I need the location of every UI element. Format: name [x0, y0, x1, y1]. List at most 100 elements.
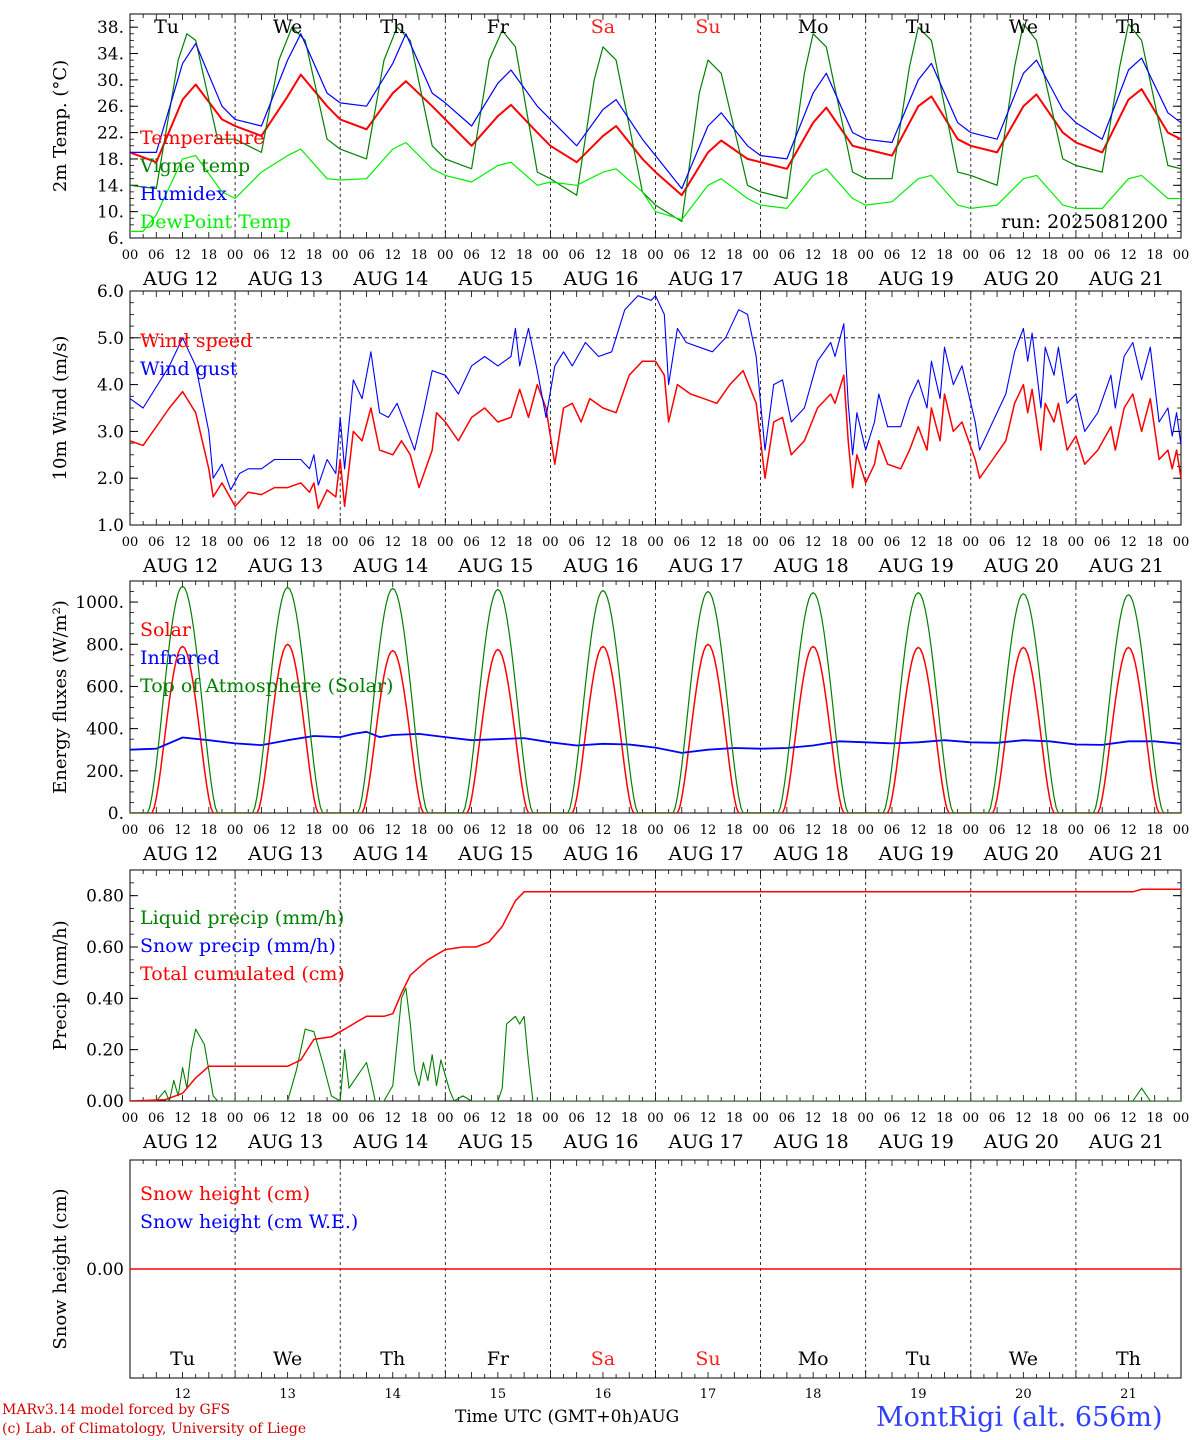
day-date-label: AUG 15: [457, 555, 533, 577]
weekday-label: Th: [380, 16, 405, 38]
hour-label: 00: [647, 535, 664, 550]
hour-label: 06: [568, 248, 585, 263]
weekday-label: We: [273, 16, 302, 38]
day-date-label: AUG 20: [983, 843, 1059, 865]
day-date-label: AUG 17: [667, 843, 743, 865]
y-tick-label: 4.0: [97, 376, 124, 396]
hour-label: 06: [253, 823, 270, 838]
day-date-label: AUG 14: [352, 555, 428, 577]
hour-label: 00: [752, 248, 769, 263]
weekday-label: Tu: [154, 16, 179, 38]
hour-label: 18: [201, 1111, 218, 1126]
series-line: [130, 987, 1181, 1101]
hour-label: 18: [726, 823, 743, 838]
panel-2: 1.0 2.0 3.0 4.0 5.0 6.0 10m Wind (m/s) Wind spe…: [50, 282, 1189, 577]
series-line: [130, 360, 1181, 510]
day-date-label: AUG 16: [562, 843, 638, 865]
day-date-label: AUG 21: [1088, 843, 1164, 865]
hour-label: 00: [332, 535, 349, 550]
day-date-label: AUG 16: [562, 268, 638, 290]
hour-label: 00: [963, 823, 980, 838]
hour-label: 18: [621, 1111, 638, 1126]
hour-label: 00: [647, 1111, 664, 1126]
y-tick-label: 0.60: [86, 938, 124, 958]
series-line: [130, 23, 1181, 223]
hour-label: 00: [227, 535, 244, 550]
hour-label: 06: [989, 823, 1006, 838]
hour-label: 06: [358, 248, 375, 263]
hour-label: 18: [411, 248, 428, 263]
hour-label: 12: [700, 823, 717, 838]
hour-label: 06: [568, 823, 585, 838]
hour-label: 06: [148, 248, 165, 263]
hour-label: 18: [621, 248, 638, 263]
hour-label: 06: [568, 535, 585, 550]
hour-label: 06: [884, 248, 901, 263]
weekday-label-bottom: Su: [695, 1348, 720, 1370]
weekday-label-bottom: Th: [380, 1348, 405, 1370]
series-line: [130, 295, 1181, 491]
hour-label: 18: [516, 535, 533, 550]
legend-entry: Humidex: [140, 183, 227, 205]
y-axis-label: Precip (mm/h): [50, 920, 71, 1050]
hour-label: 06: [779, 1111, 796, 1126]
hour-label: 06: [148, 823, 165, 838]
hour-label: 12: [174, 248, 191, 263]
weekday-label-bottom: We: [1009, 1348, 1038, 1370]
day-date-label: AUG 16: [562, 1131, 638, 1153]
hour-label: 12: [1015, 248, 1032, 263]
hour-label: 12: [700, 1111, 717, 1126]
legend-entry: Wind speed: [140, 330, 252, 352]
hour-label: 00: [122, 1111, 139, 1126]
y-axis-label: Snow height (cm): [50, 1188, 71, 1349]
hour-label: 18: [411, 535, 428, 550]
day-date-label: AUG 15: [457, 268, 533, 290]
hour-label: 12: [1015, 1111, 1032, 1126]
weekday-label: Mo: [798, 16, 829, 38]
hour-label: 12: [700, 248, 717, 263]
hour-label: 06: [674, 1111, 691, 1126]
weekday-label-bottom: Sa: [591, 1348, 615, 1370]
hour-label: 00: [1173, 248, 1190, 263]
day-date-label: AUG 15: [457, 843, 533, 865]
hour-label: 06: [358, 535, 375, 550]
day-date-label: AUG 19: [878, 843, 954, 865]
weekday-label: We: [1009, 16, 1038, 38]
y-tick-label: 26.: [97, 97, 124, 117]
hour-label: 12: [910, 823, 927, 838]
hour-label: 06: [674, 823, 691, 838]
time-axis-label: Time UTC (GMT+0h)AUG: [455, 1407, 679, 1427]
hour-label: 06: [358, 1111, 375, 1126]
hour-label: 00: [752, 535, 769, 550]
legend-entry: Solar: [140, 619, 192, 641]
hour-label: 12: [805, 248, 822, 263]
hour-label: 12: [384, 823, 401, 838]
legend-entry: DewPoint Temp: [140, 211, 291, 233]
day-number-label: 16: [595, 1387, 612, 1402]
series-line: [130, 730, 1181, 754]
legend-entry: Temperature: [140, 127, 264, 149]
day-date-label: AUG 12: [142, 843, 218, 865]
day-number-label: 17: [700, 1387, 717, 1402]
hour-label: 00: [857, 535, 874, 550]
hour-label: 18: [1146, 248, 1163, 263]
day-date-label: AUG 19: [878, 268, 954, 290]
hour-label: 18: [201, 535, 218, 550]
y-tick-label: 800.: [86, 635, 124, 655]
legend-entry: Top of Atmosphere (Solar): [140, 675, 393, 697]
hour-label: 06: [884, 535, 901, 550]
hour-label: 00: [542, 823, 559, 838]
hour-label: 00: [437, 823, 454, 838]
day-number-label: 13: [279, 1387, 296, 1402]
hour-label: 00: [752, 823, 769, 838]
day-date-label: AUG 13: [247, 555, 323, 577]
hour-label: 00: [122, 823, 139, 838]
day-date-label: AUG 12: [142, 268, 218, 290]
day-date-label: AUG 20: [983, 268, 1059, 290]
y-tick-label: 6.: [108, 229, 124, 249]
hour-label: 06: [1094, 1111, 1111, 1126]
weekday-label: Sa: [591, 16, 615, 38]
hour-label: 00: [542, 535, 559, 550]
y-tick-label: 14.: [97, 176, 124, 196]
hour-label: 18: [516, 248, 533, 263]
